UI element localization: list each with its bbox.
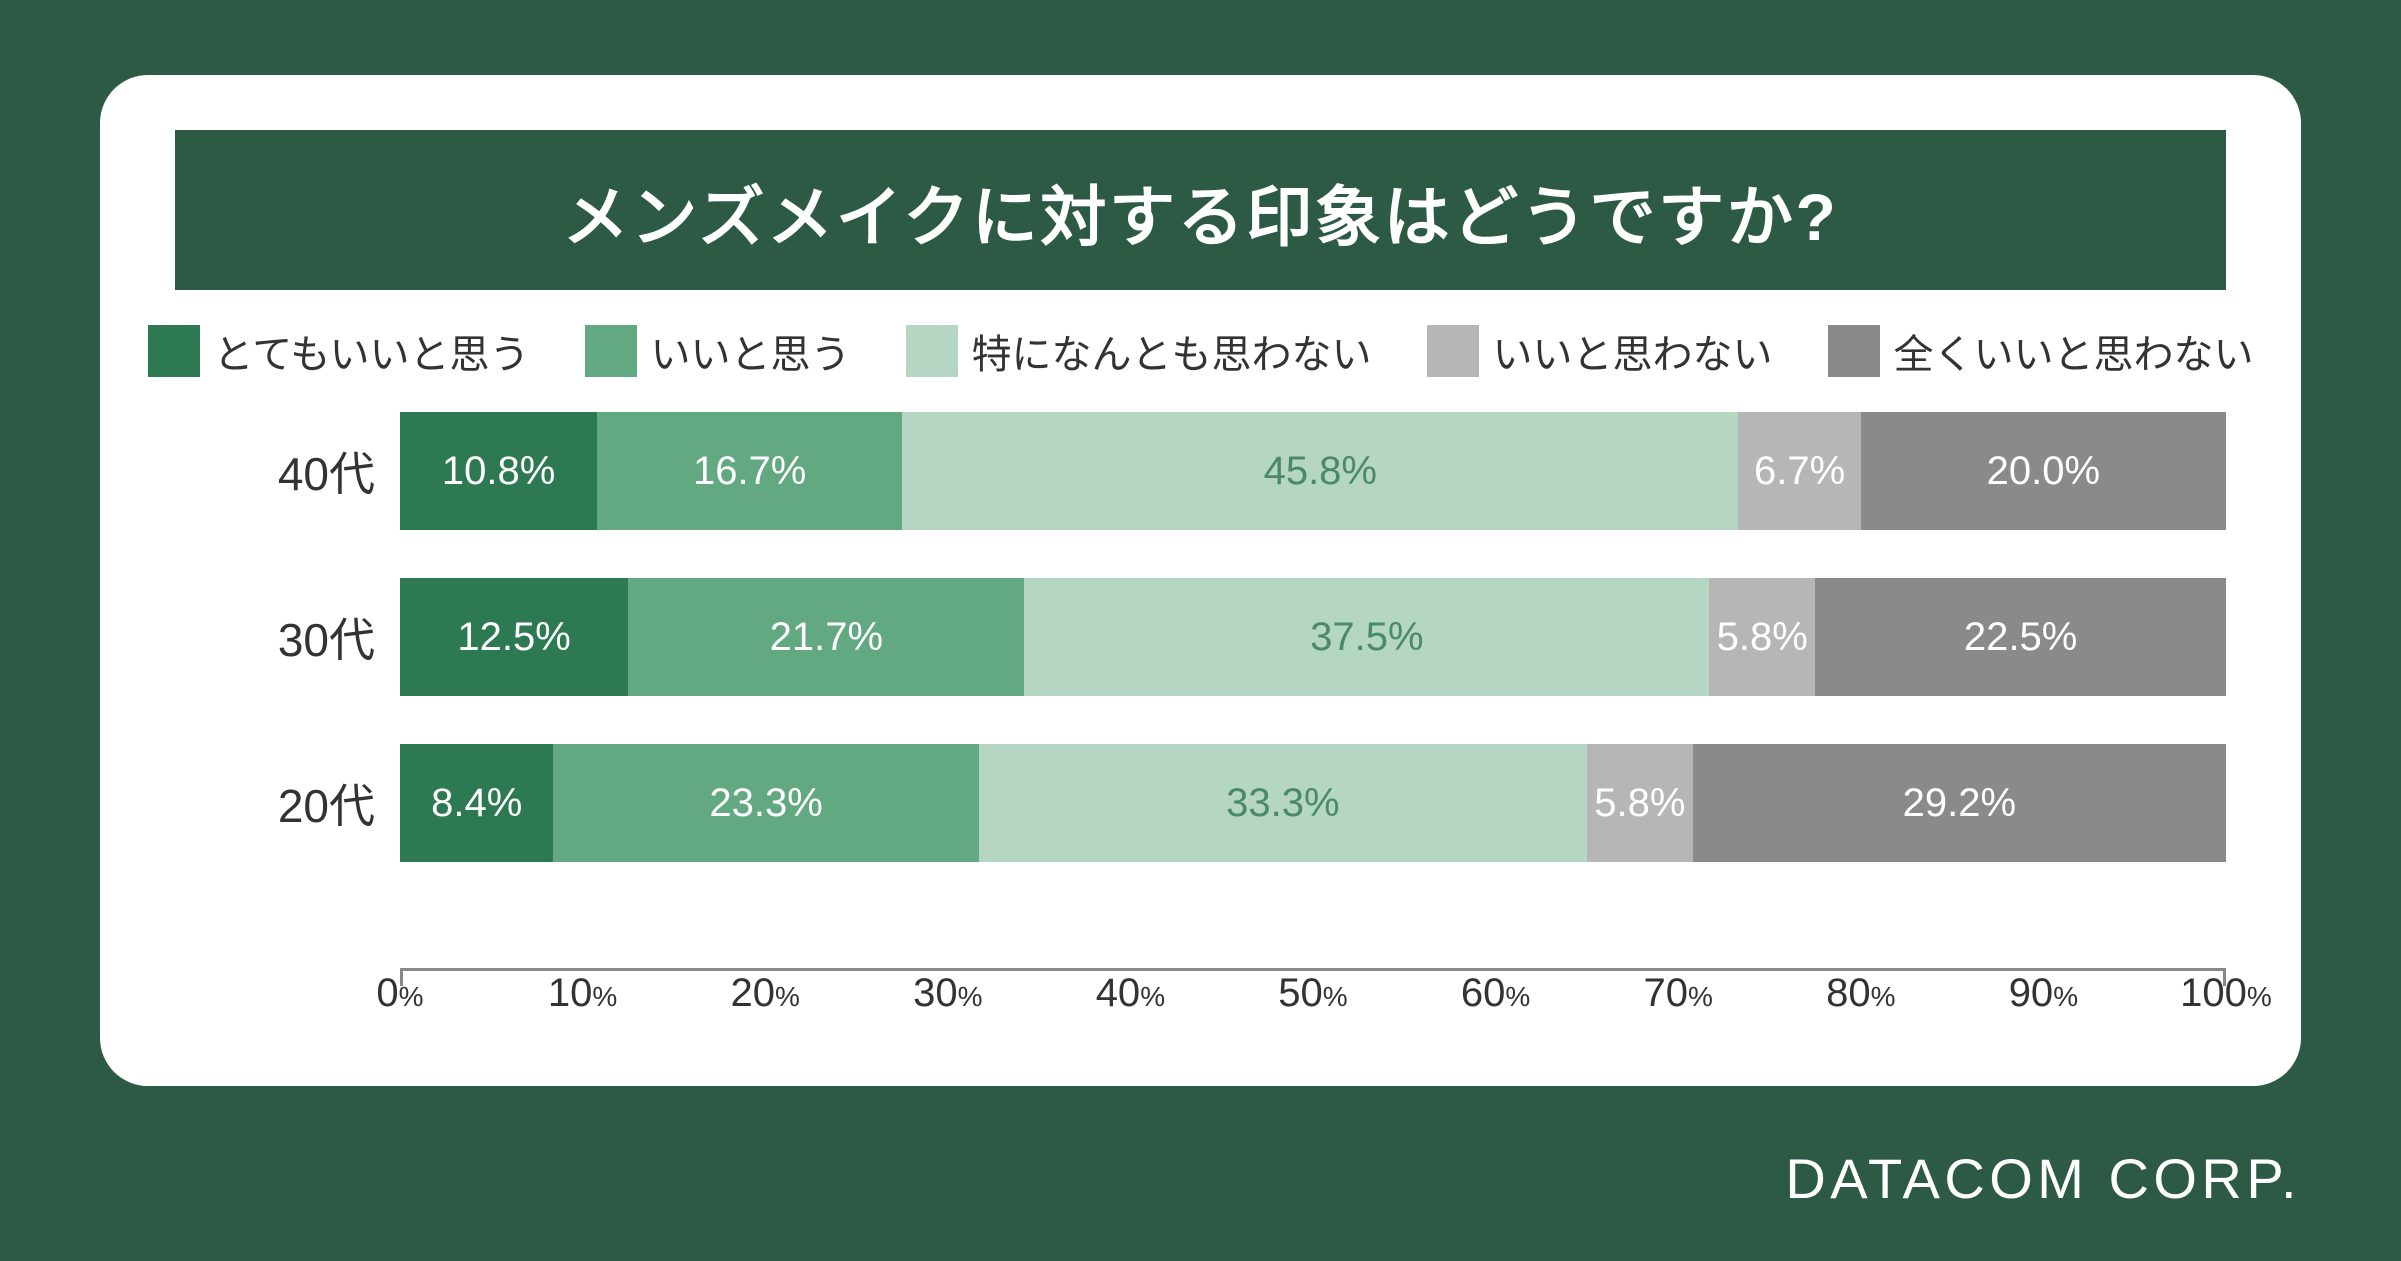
bar-segment: 20.0% [1861, 412, 2226, 530]
x-axis-tick: 80% [1826, 971, 1895, 1016]
bar-segment: 8.4% [400, 744, 553, 862]
y-axis-label: 30代 [278, 604, 375, 670]
x-axis-tick: 0% [376, 971, 423, 1016]
bar-segment: 10.8% [400, 412, 597, 530]
y-axis-label: 20代 [278, 770, 375, 836]
chart-card: メンズメイクに対する印象はどうですか? とてもいいと思う いいと思う 特になんとも思… [100, 75, 2301, 1086]
legend-swatch [585, 325, 637, 377]
legend-swatch [148, 325, 200, 377]
legend-label: いいと思う [651, 322, 851, 380]
x-axis-tick: 50% [1278, 971, 1347, 1016]
bar-segment: 21.7% [628, 578, 1024, 696]
chart-area: 40代30代20代 8.4%23.3%33.3%5.8%29.2%12.5%21… [175, 402, 2226, 1041]
bar-segment: 33.3% [979, 744, 1587, 862]
bar-segment: 22.5% [1815, 578, 2226, 696]
legend-swatch [1427, 325, 1479, 377]
legend-label: とてもいいと思う [214, 322, 530, 380]
legend-swatch [1828, 325, 1880, 377]
x-axis-tick: 30% [913, 971, 982, 1016]
legend-label: いいと思わない [1493, 322, 1773, 380]
x-axis-tick: 70% [1643, 971, 1712, 1016]
x-axis-tick: 100% [2180, 971, 2272, 1016]
bars-container: 8.4%23.3%33.3%5.8%29.2%12.5%21.7%37.5%5.… [400, 402, 2226, 1041]
bar-segment: 16.7% [597, 412, 902, 530]
bar-segment: 23.3% [553, 744, 978, 862]
legend-swatch [906, 325, 958, 377]
bar-segment: 45.8% [902, 412, 1738, 530]
bar-segment: 5.8% [1587, 744, 1693, 862]
y-axis-labels: 40代 30代 20代 [175, 402, 400, 1041]
bar-segment: 37.5% [1024, 578, 1709, 696]
legend-item: いいと思う [585, 322, 851, 380]
chart-legend: とてもいいと思ういいと思う特になんとも思わないいいと思わない全くいいと思わない [175, 290, 2226, 402]
legend-item: 全くいいと思わない [1828, 322, 2254, 380]
x-axis-tick: 60% [1461, 971, 1530, 1016]
y-axis-label: 40代 [278, 438, 375, 504]
legend-item: 特になんとも思わない [906, 322, 1372, 380]
x-axis-tick: 40% [1096, 971, 1165, 1016]
bar-segment: 6.7% [1738, 412, 1860, 530]
x-axis-ticks: 0%10%20%30%40%50%60%70%80%90%100% [400, 971, 2226, 1041]
x-axis-tick: 20% [730, 971, 799, 1016]
legend-item: いいと思わない [1427, 322, 1773, 380]
bar-row: 8.4%23.3%33.3%5.8%29.2% [400, 744, 2226, 862]
bar-row: 12.5%21.7%37.5%5.8%22.5% [400, 578, 2226, 696]
x-axis-tick: 10% [548, 971, 617, 1016]
legend-label: 特になんとも思わない [972, 322, 1372, 380]
legend-label: 全くいいと思わない [1894, 322, 2254, 380]
bar-segment: 12.5% [400, 578, 628, 696]
x-axis-tick: 90% [2009, 971, 2078, 1016]
legend-item: とてもいいと思う [148, 322, 530, 380]
bar-segment: 5.8% [1709, 578, 1815, 696]
bar-segment: 29.2% [1693, 744, 2226, 862]
chart-title: メンズメイクに対する印象はどうですか? [175, 130, 2226, 290]
bars: 8.4%23.3%33.3%5.8%29.2%12.5%21.7%37.5%5.… [400, 402, 2226, 971]
bar-row: 10.8%16.7%45.8%6.7%20.0% [400, 412, 2226, 530]
footer-brand: DATACOM CORP. [1785, 1146, 2301, 1211]
